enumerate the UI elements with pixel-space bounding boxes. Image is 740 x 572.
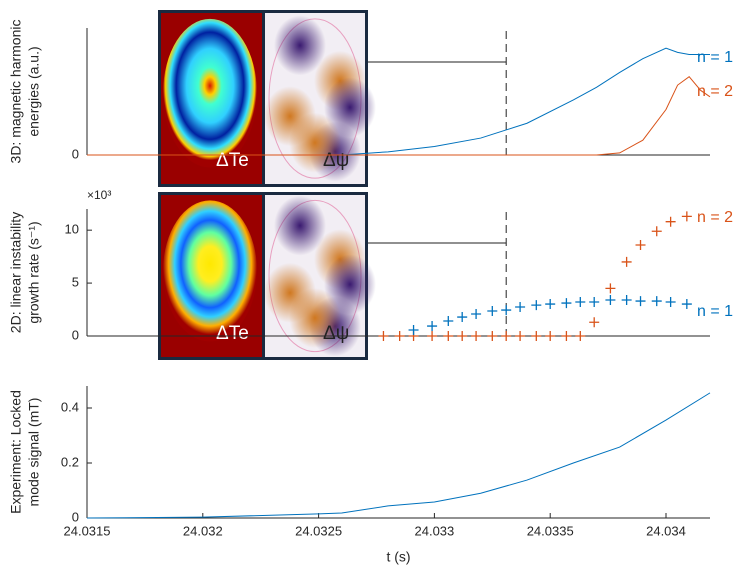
y-axis-label: 2D: linear instability	[8, 212, 24, 333]
y-axis-label: growth rate (s⁻¹)	[26, 221, 42, 323]
inset: ΔTe Δψ	[158, 192, 376, 360]
plus-marker	[394, 331, 405, 341]
y-tick-label: 0.2	[61, 454, 79, 469]
te-map	[163, 200, 257, 342]
plus-marker	[487, 306, 498, 317]
plus-marker	[635, 239, 646, 250]
series-line	[87, 76, 711, 156]
plus-marker	[665, 297, 676, 308]
plus-marker	[457, 312, 468, 323]
plus-marker	[531, 300, 542, 311]
series-label: n = 2	[697, 83, 733, 100]
plus-marker	[471, 308, 482, 319]
y-tick-label: 0	[72, 509, 79, 524]
plus-marker	[501, 305, 512, 316]
y-tick-label: 0	[72, 327, 79, 342]
plus-marker	[681, 299, 692, 310]
inset-label: ΔTe	[216, 323, 249, 344]
y-axis-label: energies (a.u.)	[26, 46, 42, 136]
y-tick-label: 0.4	[61, 399, 79, 414]
y-tick-label: 10	[65, 222, 79, 237]
plus-marker	[378, 331, 389, 341]
plus-marker	[635, 296, 646, 307]
plus-marker	[621, 256, 632, 267]
exponent-label: ×10³	[87, 188, 111, 202]
insets: ΔTe Δψ ΔTe Δψ	[158, 10, 376, 360]
series-label: n = 2	[697, 209, 733, 226]
plus-marker	[681, 211, 692, 222]
plus-marker	[487, 331, 498, 341]
plus-marker	[515, 302, 526, 313]
y-axis-label: mode signal (mT)	[26, 398, 42, 507]
plus-marker	[621, 295, 632, 306]
x-tick-label: 24.032	[183, 523, 223, 538]
x-tick-label: 24.0325	[295, 523, 342, 538]
y-axis-label: Experiment: Locked	[8, 390, 24, 514]
y-tick-label: 5	[72, 275, 79, 290]
x-tick-label: 24.0335	[527, 523, 574, 538]
inset-label: Δψ	[323, 150, 349, 171]
series-line	[86, 392, 711, 519]
plus-marker	[605, 283, 616, 294]
y-tick-label: 0	[72, 146, 79, 161]
plus-marker	[651, 226, 662, 237]
x-tick-label: 24.033	[415, 523, 455, 538]
psi-lobe	[274, 195, 326, 256]
x-tick-label: 24.034	[646, 523, 686, 538]
plus-marker	[575, 331, 586, 341]
te-map	[163, 18, 257, 168]
plus-marker	[457, 331, 468, 341]
x-tick-label: 24.0315	[64, 523, 111, 538]
inset-label: Δψ	[323, 323, 349, 344]
inset: ΔTe Δψ	[158, 10, 376, 187]
inset-label: ΔTe	[216, 150, 249, 171]
plus-marker	[427, 321, 438, 332]
series-label: n = 1	[697, 303, 733, 320]
plus-marker	[651, 296, 662, 307]
plus-marker	[531, 331, 542, 341]
psi-lobe	[289, 288, 341, 348]
plus-marker	[589, 317, 600, 328]
psi-lobe	[274, 15, 326, 76]
plus-marker	[605, 295, 616, 306]
plus-marker	[665, 216, 676, 227]
x-axis-label: t (s)	[386, 549, 410, 565]
plus-marker	[561, 298, 572, 309]
plus-marker	[427, 331, 438, 341]
plus-marker	[561, 331, 572, 341]
psi-lobe	[289, 112, 341, 173]
plus-marker	[545, 331, 556, 341]
series-line	[341, 47, 710, 156]
plus-marker	[501, 331, 512, 341]
psi-lobe	[324, 77, 376, 138]
plus-marker	[589, 297, 600, 308]
plus-marker	[575, 297, 586, 308]
y-axis-label: 3D: magnetic harmonic	[8, 20, 24, 164]
plus-marker	[443, 331, 454, 341]
plus-marker	[471, 331, 482, 341]
plus-marker	[545, 299, 556, 310]
plus-marker	[515, 331, 526, 341]
psi-lobe	[324, 254, 376, 315]
series-label: n = 1	[697, 49, 733, 66]
plus-marker	[443, 315, 454, 326]
plus-marker	[408, 324, 419, 335]
